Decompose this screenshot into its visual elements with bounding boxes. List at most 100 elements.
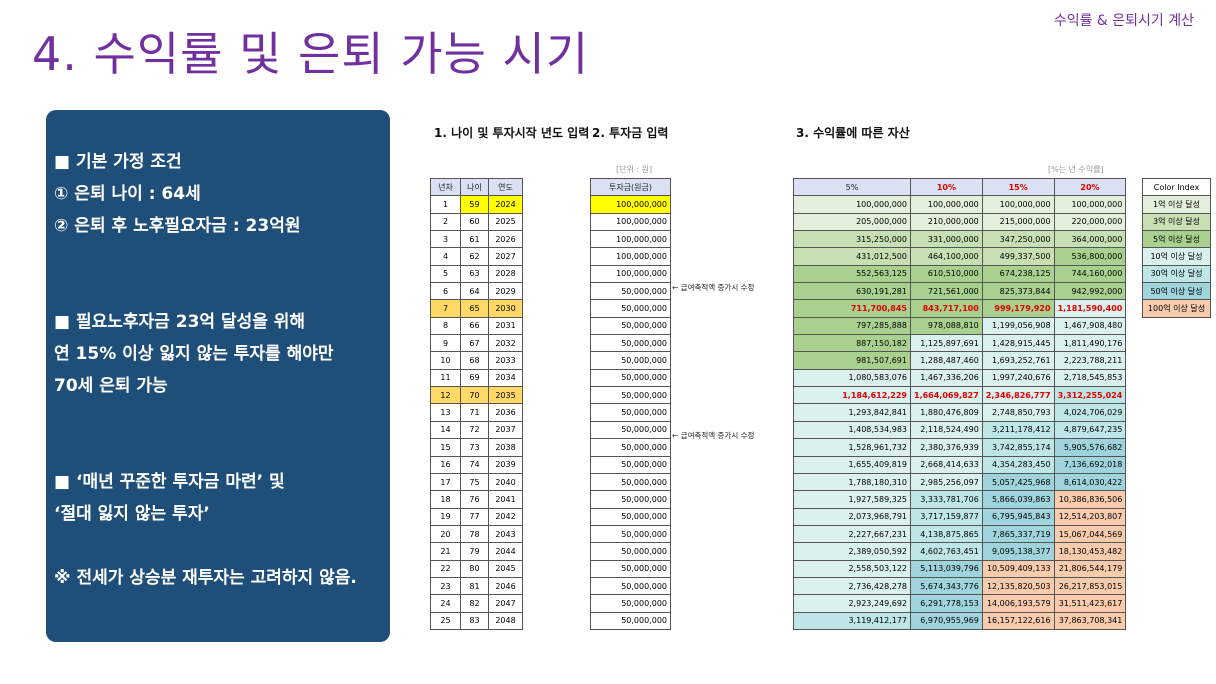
year-index-cell: 7 — [430, 299, 461, 318]
year-cell: 2045 — [488, 559, 523, 578]
asset-cell: 7,865,337,719 — [981, 524, 1055, 544]
header-row: 년차 나이 연도 — [430, 177, 523, 197]
table-row: 3 61 2026 — [430, 230, 523, 249]
asset-cell: 5,057,425,968 — [981, 472, 1055, 492]
year-cell: 2046 — [488, 576, 523, 596]
table-row: 100,000,000 — [590, 212, 671, 232]
rate-note: [%는 년 수익률] — [1048, 165, 1104, 174]
year-index-cell: 25 — [430, 611, 461, 630]
investment-cell: 50,000,000 — [590, 594, 671, 613]
year-index-cell: 22 — [430, 559, 461, 578]
year-cell: 2042 — [488, 507, 523, 526]
year-cell: 2034 — [488, 368, 523, 388]
year-cell: 2026 — [488, 230, 523, 249]
table-row: 25 83 2048 — [430, 611, 523, 630]
investment-cell: 50,000,000 — [590, 542, 671, 561]
table-row: 50,000,000 — [590, 368, 671, 388]
investment-cell: 50,000,000 — [590, 334, 671, 353]
column-header: 투자금(원금) — [590, 177, 671, 197]
info-retire-age: ① 은퇴 나이 : 64세 — [54, 184, 201, 204]
info-key-point: ‘절대 잃지 않는 투자’ — [54, 504, 210, 524]
info-footnote: ※ 전세가 상승분 재투자는 고려하지 않음. — [54, 568, 357, 588]
year-index-cell: 4 — [430, 247, 461, 266]
investment-cell: 50,000,000 — [590, 455, 671, 474]
table-row: 16 74 2039 — [430, 455, 523, 474]
asset-cell: 3,333,781,706 — [910, 490, 983, 509]
year-index-cell: 10 — [430, 351, 461, 370]
column-header: 10% — [910, 177, 983, 197]
table-row: 5억 이상 달성 — [1142, 230, 1211, 249]
year-cell: 2025 — [488, 212, 523, 232]
table-row: 50,000,000 — [590, 386, 671, 405]
year-cell: 2030 — [488, 299, 523, 318]
asset-cell: 1,199,056,908 — [981, 316, 1055, 336]
column-header: 5% — [793, 177, 911, 197]
table-row: 19 77 2042 — [430, 507, 523, 526]
color-index-item: 10억 이상 달성 — [1142, 247, 1211, 266]
year-cell: 2040 — [488, 472, 523, 492]
year-index-cell: 14 — [430, 420, 461, 440]
year-cell: 2041 — [488, 490, 523, 509]
table-row: 7 65 2030 — [430, 299, 523, 318]
age-cell: 81 — [460, 576, 489, 596]
asset-cell: 8,614,030,422 — [1053, 472, 1127, 492]
year-cell: 2032 — [488, 334, 523, 353]
spreadsheet-image: 1. 나이 및 투자시작 년도 입력 2. 투자금 입력 3. 수익률에 따른 … — [420, 118, 1216, 636]
color-index-item: 100억 이상 달성 — [1142, 299, 1211, 318]
age-cell: 75 — [460, 472, 489, 492]
asset-cell: 21,806,544,179 — [1053, 559, 1127, 578]
table-row: 50,000,000 — [590, 576, 671, 596]
table-row: 50,000,000 — [590, 559, 671, 578]
column-header: 년차 — [430, 177, 461, 197]
year-cell: 2031 — [488, 316, 523, 336]
year-cell: 2029 — [488, 282, 523, 301]
table-row: 6 64 2029 — [430, 282, 523, 301]
year-cell: 2035 — [488, 386, 523, 405]
age-cell: 65 — [460, 299, 489, 318]
table-row: 1,408,534,983 2,118,524,490 3,211,178,412 4… — [793, 420, 1127, 440]
asset-cell: 3,312,255,024 — [1053, 386, 1127, 405]
investment-cell: 50,000,000 — [590, 507, 671, 526]
unit-note: [단위 : 원] — [616, 165, 653, 174]
table-row: 10억 이상 달성 — [1142, 247, 1211, 266]
table-row: 2 60 2025 — [430, 212, 523, 232]
year-index-cell: 1 — [430, 195, 461, 214]
asset-cell: 2,668,414,633 — [910, 455, 983, 474]
asset-cell: 16,157,122,616 — [981, 611, 1055, 630]
age-cell: 61 — [460, 230, 489, 249]
age-cell: 74 — [460, 455, 489, 474]
investment-cell: 100,000,000 — [590, 195, 671, 214]
table-row: 2,227,667,231 4,138,875,865 7,865,337,719 1… — [793, 524, 1127, 544]
asset-cell: 3,119,412,177 — [793, 611, 911, 630]
asset-cell: 1,428,915,445 — [981, 334, 1055, 353]
asset-cell: 4,024,706,029 — [1053, 403, 1127, 422]
asset-cell: 4,602,763,451 — [910, 542, 983, 561]
asset-cell: 2,736,428,278 — [793, 576, 911, 596]
asset-cell: 536,800,000 — [1053, 247, 1127, 266]
table-row: 50,000,000 — [590, 472, 671, 492]
year-index-cell: 6 — [430, 282, 461, 301]
year-cell: 2028 — [488, 264, 523, 284]
color-index-item: 50억 이상 달성 — [1142, 282, 1211, 301]
table-row: 1억 이상 달성 — [1142, 195, 1211, 214]
age-cell: 59 — [460, 195, 489, 214]
asset-cell: 2,227,667,231 — [793, 524, 911, 544]
color-index-legend: Color Index 1억 이상 달성 3억 이상 달성 5억 이상 달성 10억 이… — [1142, 177, 1211, 318]
age-table: 년차 나이 연도 1 59 2024 2 60 2025 3 61 2026 4 62 2027 5 63 202… — [430, 177, 523, 630]
asset-cell: 2,389,050,592 — [793, 542, 911, 561]
table-row: 11 69 2034 — [430, 368, 523, 388]
year-index-cell: 24 — [430, 594, 461, 613]
asset-cell: 2,380,376,939 — [910, 438, 983, 457]
asset-cell: 981,507,691 — [793, 351, 911, 370]
asset-cell: 744,160,000 — [1053, 264, 1127, 284]
page-title: 4. 수익률 및 은퇴 가능 시기 — [32, 27, 590, 81]
asset-cell: 431,012,500 — [793, 247, 911, 266]
year-index-cell: 19 — [430, 507, 461, 526]
asset-cell: 1,467,336,206 — [910, 368, 983, 388]
table-row: 14 72 2037 — [430, 420, 523, 440]
investment-cell: 50,000,000 — [590, 611, 671, 630]
table-row: 797,285,888 978,088,810 1,199,056,908 1,467… — [793, 316, 1127, 336]
table-row: 50,000,000 — [590, 316, 671, 336]
age-cell: 80 — [460, 559, 489, 578]
table-row: 431,012,500 464,100,000 499,337,500 536,800… — [793, 247, 1127, 266]
